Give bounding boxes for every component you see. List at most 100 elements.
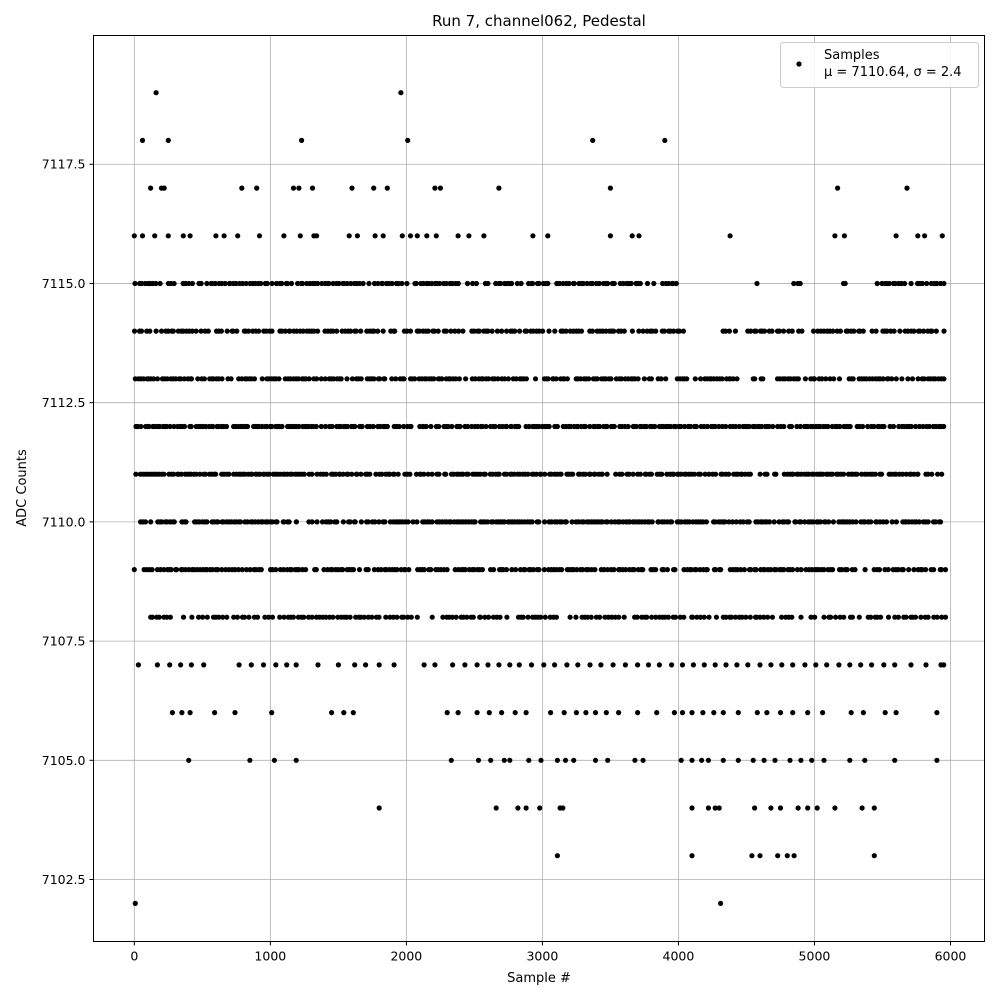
data-point xyxy=(701,614,707,620)
y-tick-label: 7102.5 xyxy=(42,872,86,887)
data-point xyxy=(515,805,521,811)
data-point xyxy=(795,376,802,382)
data-point xyxy=(712,662,718,668)
data-point xyxy=(148,185,154,191)
data-point xyxy=(771,519,777,525)
data-point xyxy=(761,757,767,763)
data-point xyxy=(377,376,383,382)
data-point xyxy=(738,567,744,573)
data-point xyxy=(923,662,929,668)
data-point xyxy=(849,614,856,620)
data-point xyxy=(466,233,472,239)
data-point xyxy=(401,376,407,382)
data-point xyxy=(197,471,203,477)
data-point xyxy=(322,423,329,430)
data-point xyxy=(359,423,365,430)
data-point xyxy=(872,471,878,477)
data-point xyxy=(768,805,774,811)
data-point xyxy=(536,567,542,573)
data-point xyxy=(536,519,542,525)
data-point xyxy=(669,519,675,525)
data-point xyxy=(318,423,324,430)
data-point xyxy=(399,233,405,239)
data-point xyxy=(922,233,928,239)
data-point xyxy=(920,423,926,430)
data-point xyxy=(391,662,397,668)
data-point xyxy=(326,280,332,287)
data-point xyxy=(616,710,622,716)
data-point xyxy=(793,519,799,525)
data-point xyxy=(156,614,162,620)
data-point xyxy=(760,376,766,382)
data-point xyxy=(728,614,735,620)
data-point xyxy=(734,662,740,668)
data-point xyxy=(599,471,605,477)
data-point xyxy=(915,233,921,239)
data-point xyxy=(757,471,763,477)
data-point xyxy=(599,519,606,525)
data-point xyxy=(548,710,554,716)
data-point xyxy=(704,423,711,430)
data-point xyxy=(414,233,420,239)
data-point xyxy=(573,710,580,716)
data-point xyxy=(711,710,717,716)
data-point xyxy=(629,233,635,239)
data-point xyxy=(234,328,240,334)
legend: Samples μ = 7110.64, σ = 2.4 xyxy=(780,42,979,88)
data-point xyxy=(578,328,585,334)
data-point xyxy=(455,233,461,239)
data-point xyxy=(562,757,569,763)
data-point xyxy=(837,614,843,620)
data-point xyxy=(306,376,312,382)
data-point xyxy=(802,519,808,525)
legend-label-stats: μ = 7110.64, σ = 2.4 xyxy=(824,65,962,80)
data-point xyxy=(463,376,469,382)
data-point xyxy=(329,710,335,716)
data-point xyxy=(161,471,167,477)
data-point xyxy=(431,376,437,382)
data-point xyxy=(554,853,561,859)
data-point xyxy=(648,376,655,382)
x-tick-label: 0 xyxy=(130,949,138,964)
data-point xyxy=(825,423,831,430)
data-point xyxy=(219,376,225,382)
data-point xyxy=(423,423,429,430)
data-point xyxy=(552,662,558,668)
data-point xyxy=(472,376,478,382)
data-point xyxy=(769,614,776,620)
data-point xyxy=(485,328,491,334)
data-point xyxy=(379,471,385,477)
data-point xyxy=(406,567,412,573)
data-point xyxy=(456,376,462,382)
data-point xyxy=(509,567,515,573)
data-point xyxy=(553,614,560,620)
data-point xyxy=(698,376,704,382)
data-point xyxy=(592,757,599,763)
y-tick-label: 7115.0 xyxy=(42,276,86,291)
data-point xyxy=(138,423,144,430)
data-point xyxy=(501,519,507,525)
data-point xyxy=(895,614,902,620)
data-point xyxy=(247,567,253,573)
data-point xyxy=(636,328,642,334)
data-point xyxy=(323,471,329,477)
data-point xyxy=(893,710,899,716)
data-point xyxy=(499,710,505,716)
data-point xyxy=(132,280,138,287)
data-point xyxy=(701,662,707,668)
data-point xyxy=(226,471,232,477)
data-point xyxy=(726,519,732,525)
data-point xyxy=(921,376,927,382)
data-point xyxy=(564,376,571,382)
data-point xyxy=(587,471,594,477)
data-point xyxy=(777,710,784,716)
data-point xyxy=(608,376,614,382)
data-point xyxy=(693,567,699,573)
data-point xyxy=(330,614,336,620)
data-point xyxy=(138,328,145,334)
data-point xyxy=(773,471,779,477)
data-point xyxy=(882,710,888,716)
data-point xyxy=(520,614,526,620)
data-point xyxy=(688,567,694,573)
data-point xyxy=(723,614,729,620)
